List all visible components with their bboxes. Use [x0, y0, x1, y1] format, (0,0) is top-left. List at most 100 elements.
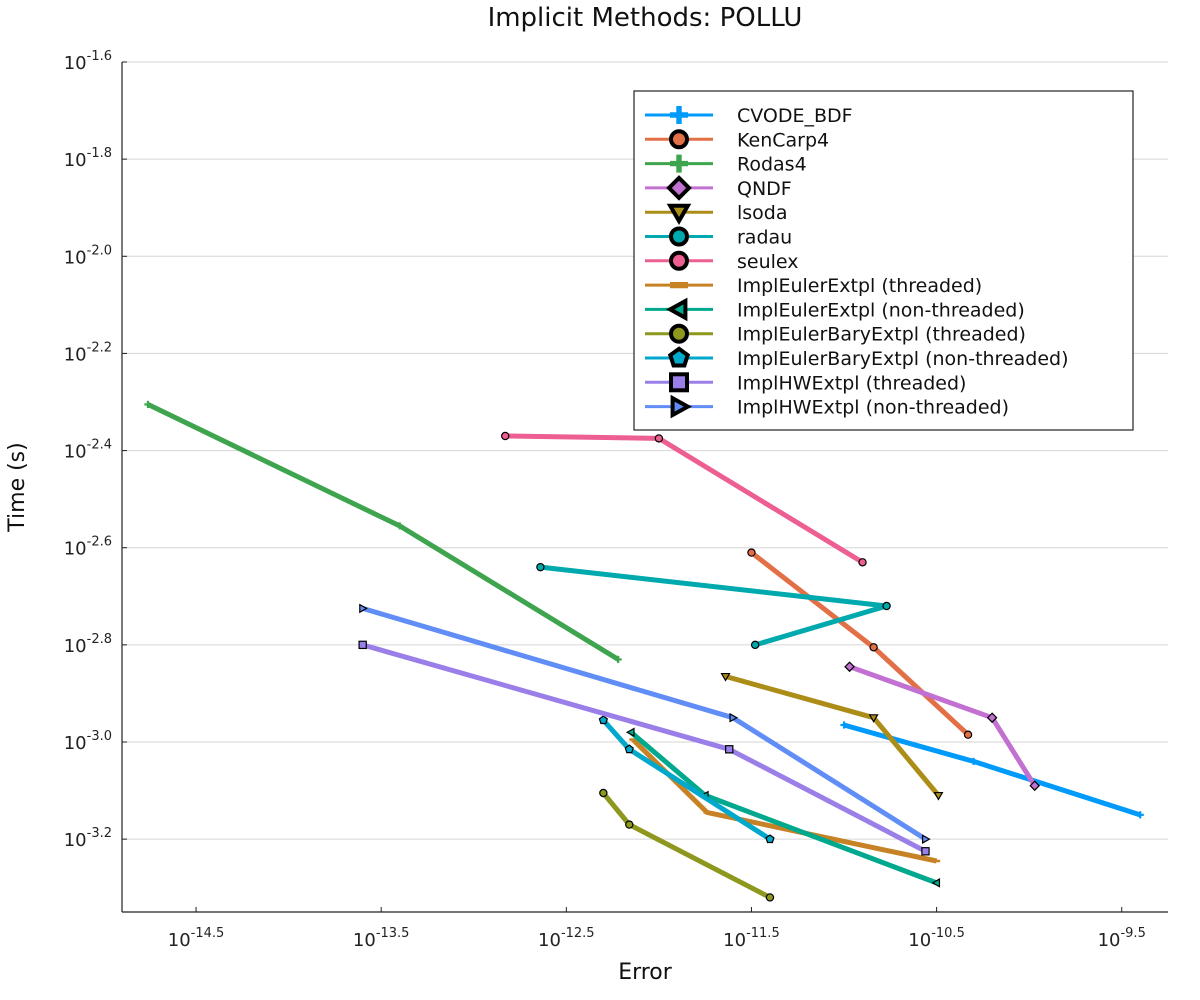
- data-point: [970, 757, 978, 766]
- y-tick-label: 10-3.2: [64, 826, 112, 851]
- y-tick-label: 10-2.4: [64, 438, 112, 463]
- x-tick-label: 10-13.5: [353, 926, 410, 951]
- legend-entry: seulex: [645, 250, 799, 273]
- legend-label: seulex: [737, 251, 799, 273]
- legend-marker: [669, 250, 689, 271]
- data-point: [501, 431, 510, 441]
- legend-marker: [669, 226, 689, 247]
- y-tick-label: 10-2.0: [64, 243, 112, 268]
- legend-marker: [670, 106, 688, 124]
- series-line: [629, 730, 938, 886]
- data-point: [750, 640, 760, 650]
- legend-marker: [669, 372, 689, 393]
- legend-entry: ImplEulerExtpl (non-threaded): [645, 297, 1025, 322]
- legend-entry: KenCarp4: [645, 129, 829, 151]
- series-rodas4: [144, 400, 622, 664]
- legend-label: QNDF: [737, 178, 792, 200]
- data-point: [747, 548, 756, 557]
- data-point: [144, 400, 152, 409]
- legend-marker: [670, 394, 692, 419]
- x-tick-label: 10-11.5: [723, 926, 780, 951]
- legend-label: KenCarp4: [737, 129, 829, 151]
- legend-label: ImplEulerExtpl (threaded): [737, 275, 982, 297]
- data-point: [625, 727, 635, 738]
- data-point: [614, 655, 622, 664]
- legend-marker: [669, 129, 689, 150]
- data-point: [624, 744, 634, 754]
- data-point: [720, 672, 731, 682]
- data-point: [654, 434, 664, 443]
- y-tick-label: 10-2.8: [64, 632, 112, 657]
- series-implhwextpl-non-threaded: [359, 603, 931, 844]
- legend-label: CVODE_BDF: [737, 105, 853, 127]
- data-point: [858, 558, 867, 567]
- data-point: [921, 847, 930, 856]
- series-layer: [144, 400, 1144, 902]
- series-kencarp4: [747, 548, 973, 739]
- legend-label: ImplHWExtpl (threaded): [737, 372, 966, 394]
- legend-label: ImplHWExtpl (non-threaded): [737, 397, 1009, 419]
- data-point: [844, 661, 855, 673]
- data-point: [931, 878, 941, 888]
- legend-label: Rodas4: [737, 154, 807, 176]
- data-point: [840, 721, 848, 729]
- axes: [121, 62, 1168, 913]
- series-impleulerbaryextpl-non-threaded: [598, 715, 775, 844]
- y-tick-label: 10-2.2: [64, 340, 112, 365]
- x-axis-title: Error: [618, 960, 673, 985]
- x-tick-label: 10-14.5: [168, 926, 225, 951]
- x-tick-label: 10-12.5: [538, 926, 595, 951]
- data-point: [882, 601, 891, 611]
- series-impleulerbaryextpl-threaded: [599, 788, 775, 902]
- data-point: [536, 562, 545, 572]
- legend-entry: CVODE_BDF: [645, 105, 853, 127]
- series-line: [540, 564, 890, 648]
- legend-entry: ImplEulerBaryExtpl (threaded): [645, 323, 1026, 346]
- series-lsoda: [720, 672, 944, 801]
- data-point: [869, 643, 878, 652]
- legend-marker: [666, 297, 688, 322]
- legend-entry: QNDF: [645, 175, 792, 201]
- legend-marker: [670, 154, 688, 173]
- series-line: [505, 433, 864, 565]
- legend-entry: ImplEulerBaryExtpl (non-threaded): [645, 346, 1069, 370]
- legend-entry: Rodas4: [645, 154, 807, 176]
- series-line: [631, 737, 938, 864]
- legend-entry: lsoda: [645, 202, 788, 225]
- y-tick-label: 10-2.6: [64, 535, 112, 560]
- legend-entry: ImplEulerExtpl (threaded): [645, 275, 982, 297]
- legend-label: ImplEulerBaryExtpl (non-threaded): [737, 348, 1069, 370]
- legend-label: ImplEulerBaryExtpl (threaded): [737, 324, 1026, 346]
- x-tick-label: 10-9.5: [1098, 926, 1146, 951]
- data-point: [625, 820, 634, 829]
- legend-marker: [666, 203, 692, 225]
- data-point: [868, 714, 879, 723]
- y-axis-title: Time (s): [5, 442, 30, 532]
- data-point: [933, 791, 944, 801]
- legend-marker: [669, 323, 689, 344]
- legend-entry: ImplHWExtpl (threaded): [645, 372, 966, 394]
- series-impleulerextpl-threaded: [629, 737, 941, 864]
- data-point: [765, 893, 775, 902]
- y-tick-label: 10-1.6: [64, 49, 112, 74]
- x-tick-label: 10-10.5: [908, 926, 965, 951]
- data-point: [729, 712, 739, 723]
- series-radau: [536, 562, 891, 650]
- data-point: [921, 834, 931, 844]
- legend-box: [633, 90, 1134, 431]
- series-line: [146, 402, 620, 662]
- data-point: [765, 834, 775, 844]
- data-point: [1029, 780, 1041, 792]
- series-line: [749, 550, 970, 737]
- data-point: [599, 788, 608, 798]
- series-line: [848, 664, 1037, 788]
- legend-entry: ImplHWExtpl (non-threaded): [645, 394, 1009, 419]
- legend-entry: radau: [645, 226, 792, 249]
- data-point: [359, 603, 368, 614]
- series-qndf: [844, 661, 1041, 792]
- x-tick-labels: 10-14.5 10-13.5 10-12.5 10-11.5 10-10.5 10-9.…: [168, 907, 1146, 951]
- legend-marker: [666, 175, 692, 201]
- data-point: [598, 715, 608, 725]
